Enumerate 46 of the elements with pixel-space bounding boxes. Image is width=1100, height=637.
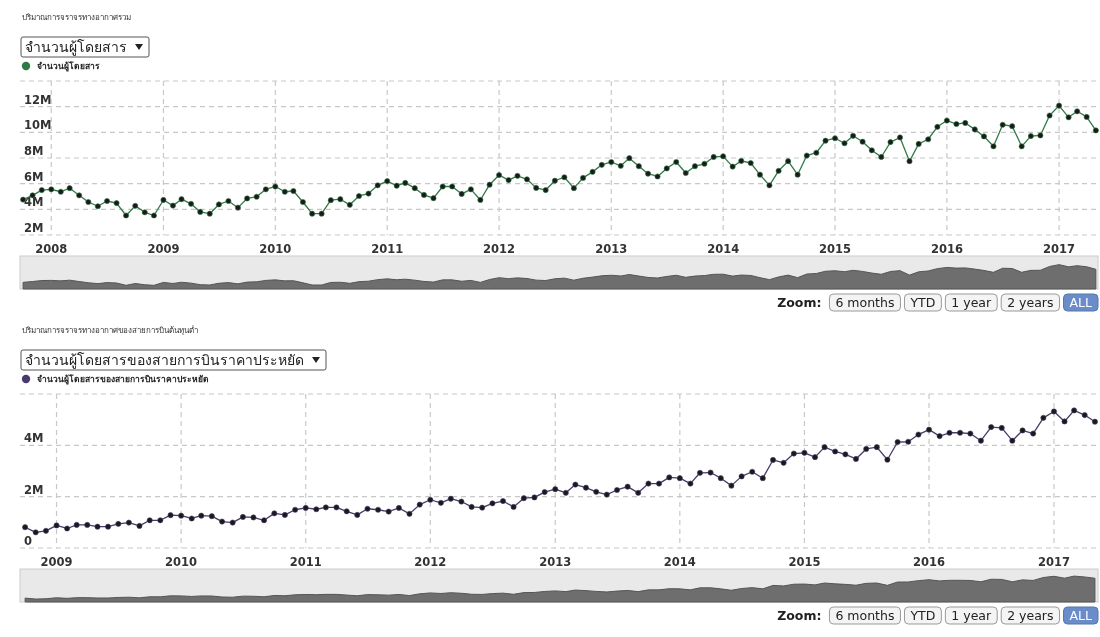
legend-label: จำนวนผู้โดยสารของสายการบินราคาประหยัด [37, 374, 209, 385]
y-tick-label: 4M [24, 195, 44, 210]
x-tick-label: 2017 [1043, 242, 1076, 256]
text: YTD [909, 295, 936, 310]
text: 2 years [1007, 295, 1054, 310]
x-tick-label: 2014 [663, 555, 696, 569]
x-tick-label: 2016 [913, 555, 946, 569]
x-tick-label: 2017 [1037, 555, 1070, 569]
x-tick-label: 2009 [40, 555, 73, 569]
text: 2 years [1007, 608, 1054, 623]
chart-title: ปริมาณการจราจรทางอากาศรวม [22, 13, 131, 22]
x-tick-label: 2012 [483, 242, 516, 256]
chart-subtitle: จำนวนผู้โดยสาร [25, 39, 127, 56]
y-tick-label: 2M [24, 482, 44, 497]
x-tick-label: 2010 [165, 555, 198, 569]
x-tick-label: 2016 [930, 242, 963, 256]
x-tick-label: 2011 [371, 242, 404, 256]
text: Zoom: [777, 295, 822, 310]
legend-label: จำนวนผู้โดยสาร [37, 61, 100, 72]
text: 1 year [951, 295, 993, 310]
y-tick-label: 10M [24, 118, 52, 133]
y-tick-label: 6M [24, 169, 44, 184]
x-tick-label: 2011 [289, 555, 322, 569]
y-tick-label: 4M [24, 431, 44, 446]
text: 6 months [835, 608, 895, 623]
x-tick-label: 2010 [259, 242, 292, 256]
y-tick-label: 12M [24, 92, 52, 107]
x-tick-label: 2013 [539, 555, 572, 569]
text: 1 year [951, 608, 993, 623]
x-tick-label: 2015 [819, 242, 852, 256]
x-tick-label: 2015 [788, 555, 821, 569]
chart-title: ปริมาณการจราจรทางอากาศของสายการบินต้นทุนต่ำ [22, 324, 198, 335]
x-tick-label: 2014 [707, 242, 740, 256]
chart-subtitle: จำนวนผู้โดยสารของสายการบินราคาประหยัด [25, 352, 304, 369]
text: 6 months [835, 295, 895, 310]
x-tick-label: 2009 [147, 242, 180, 256]
x-tick-label: 2012 [414, 555, 447, 569]
y-tick-label: 2M [24, 221, 44, 235]
text: Zoom: [777, 608, 822, 623]
text: YTD [909, 608, 936, 623]
text: ALL [1069, 295, 1093, 310]
x-tick-label: 2008 [35, 242, 68, 256]
x-tick-label: 2013 [595, 242, 628, 256]
y-tick-label: 8M [24, 144, 44, 158]
text: ALL [1069, 608, 1093, 623]
y-tick-label: 0 [24, 534, 33, 548]
